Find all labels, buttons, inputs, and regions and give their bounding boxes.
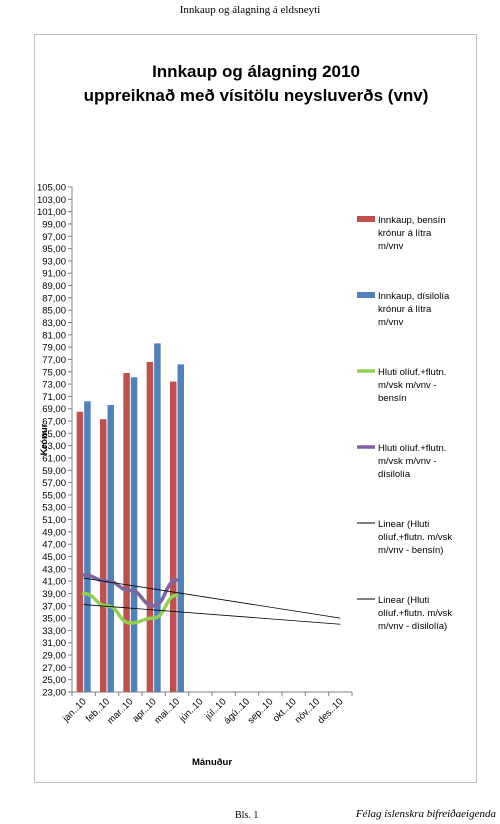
y-tick-label: 79,00 (42, 343, 66, 354)
y-tick-label: 89,00 (42, 281, 66, 292)
x-tick-label: jún..10 (177, 696, 206, 725)
legend-label: Linear (Hluti (378, 519, 429, 530)
trend-line (83, 577, 341, 619)
legend-label: Linear (Hluti (378, 595, 429, 606)
y-tick-label: 39,00 (42, 589, 66, 600)
chart-title-line: Innkaup og álagning 2010 (152, 62, 360, 81)
y-tick-label: 65,00 (42, 429, 66, 440)
x-tick-label: sep..10 (246, 696, 276, 726)
legend-label: m/vnv - bensín) (378, 545, 443, 556)
y-tick-label: 97,00 (42, 232, 66, 243)
legend-swatch (357, 292, 375, 298)
y-tick-label: 27,00 (42, 663, 66, 674)
y-tick-label: 77,00 (42, 355, 66, 366)
x-tick-label: ágú..10 (222, 696, 252, 726)
y-tick-label: 43,00 (42, 564, 66, 575)
bar (154, 343, 161, 692)
bar (177, 364, 184, 692)
x-tick-label: jan..10 (60, 696, 89, 725)
legend-label: olíuf.+flutn. m/vsk (378, 608, 452, 619)
y-tick-label: 29,00 (42, 651, 66, 662)
x-tick-label: mar..10 (105, 696, 135, 726)
y-tick-label: 87,00 (42, 293, 66, 304)
x-tick-label: des..10 (316, 696, 346, 726)
y-tick-label: 23,00 (42, 688, 66, 699)
series-line (81, 573, 179, 608)
y-tick-label: 75,00 (42, 367, 66, 378)
y-tick-label: 33,00 (42, 626, 66, 637)
legend-label: dísilolía (378, 469, 411, 480)
bar (76, 411, 84, 692)
legend-label: Hluti olíuf.+flutn. (378, 443, 446, 454)
trend-line (83, 604, 341, 625)
y-tick-label: 63,00 (42, 441, 66, 452)
y-tick-label: 25,00 (42, 675, 66, 686)
y-tick-label: 81,00 (42, 330, 66, 341)
bar (84, 401, 91, 692)
legend-label: m/vsk m/vnv - (378, 380, 437, 391)
y-tick-label: 55,00 (42, 490, 66, 501)
y-tick-label: 99,00 (42, 219, 66, 230)
y-tick-label: 61,00 (42, 453, 66, 464)
legend-swatch (357, 216, 375, 222)
y-tick-label: 37,00 (42, 601, 66, 612)
chart-frame: Innkaup og álagning 2010 uppreiknað með v… (34, 34, 477, 783)
organization-name: Félag íslenskra bifreiðaeigenda (355, 808, 496, 820)
bar (146, 361, 154, 692)
bar (123, 372, 130, 692)
y-tick-label: 71,00 (42, 392, 66, 403)
y-tick-label: 85,00 (42, 306, 66, 317)
chart: Innkaup og álagning 2010 uppreiknað með v… (37, 62, 452, 768)
legend-label: krónur á lítra (378, 228, 432, 239)
legend-label: bensín (378, 393, 407, 404)
bar (107, 405, 114, 692)
y-tick-label: 93,00 (42, 256, 66, 267)
y-tick-label: 105,00 (37, 183, 66, 194)
bar (130, 377, 138, 692)
legend-label: m/vsk m/vnv - (378, 456, 437, 467)
legend-label: m/vnv - dísilolía) (378, 621, 447, 632)
y-tick-label: 101,00 (37, 207, 66, 218)
chart-title-line: uppreiknað með vísitölu neysluverðs (vnv… (84, 86, 429, 105)
y-tick-label: 73,00 (42, 380, 66, 391)
page-header: Innkaup og álagning á eldsneyti (179, 4, 321, 16)
y-tick-label: 95,00 (42, 244, 66, 255)
y-tick-label: 45,00 (42, 552, 66, 563)
y-tick-label: 35,00 (42, 614, 66, 625)
y-tick-label: 47,00 (42, 540, 66, 551)
y-tick-label: 31,00 (42, 638, 66, 649)
y-tick-label: 49,00 (42, 527, 66, 538)
legend-label: Innkaup, bensín (378, 215, 446, 226)
bar (170, 381, 177, 692)
y-tick-label: 51,00 (42, 515, 66, 526)
legend-label: krónur á lítra (378, 304, 432, 315)
legend-label: m/vnv (378, 241, 404, 252)
bar (100, 419, 107, 692)
page-number: Bls. 1 (235, 810, 259, 821)
y-tick-label: 53,00 (42, 503, 66, 514)
y-tick-label: 67,00 (42, 417, 66, 428)
x-axis-label: Mánuður (192, 757, 232, 768)
y-tick-label: 91,00 (42, 269, 66, 280)
x-tick-label: mai..10 (152, 696, 182, 726)
y-tick-label: 41,00 (42, 577, 66, 588)
y-tick-label: 57,00 (42, 478, 66, 489)
legend-label: Hluti olíuf.+flutn. (378, 367, 446, 378)
legend-label: m/vnv (378, 317, 404, 328)
y-tick-label: 59,00 (42, 466, 66, 477)
y-tick-label: 103,00 (37, 195, 66, 206)
series-line (81, 591, 179, 625)
y-axis-label: Krónur (39, 423, 50, 455)
legend-label: olíuf.+flutn. m/vsk (378, 532, 452, 543)
y-tick-label: 69,00 (42, 404, 66, 415)
y-tick-label: 83,00 (42, 318, 66, 329)
legend-label: Innkaup, dísilolía (378, 291, 450, 302)
